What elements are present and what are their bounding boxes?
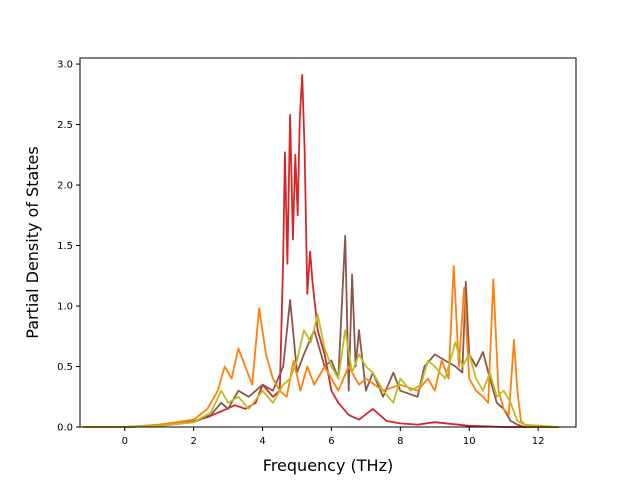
y-tick-label: 2.5 <box>57 120 73 131</box>
x-tick-label: 4 <box>259 436 265 447</box>
y-axis: 0.0 0.5 1.0 1.5 2.0 2.5 3.0 <box>57 60 80 434</box>
x-tick-label: 8 <box>397 436 403 447</box>
y-tick-label: 2.0 <box>57 181 73 192</box>
series-layer <box>83 74 559 428</box>
y-tick-label: 1.5 <box>57 241 73 252</box>
y-tick-label: 0.5 <box>57 362 73 373</box>
x-tick-label: 6 <box>328 436 334 447</box>
x-axis-label: Frequency (THz) <box>263 456 393 475</box>
y-tick-label: 1.0 <box>57 302 73 313</box>
y-tick-label: 3.0 <box>57 60 73 71</box>
x-axis: 0 2 4 6 8 10 12 <box>122 427 545 447</box>
plot-frame <box>79 57 577 428</box>
series-line-1 <box>83 74 559 428</box>
x-tick-label: 0 <box>122 436 128 447</box>
x-tick-label: 10 <box>463 436 476 447</box>
x-tick-label: 2 <box>190 436 196 447</box>
x-tick-label: 12 <box>532 436 545 447</box>
series-line-2 <box>83 234 559 428</box>
series-line-4 <box>83 313 559 428</box>
y-axis-label: Partial Density of States <box>23 146 42 338</box>
y-tick-label: 0.0 <box>57 423 73 434</box>
series-line-3 <box>83 265 559 428</box>
